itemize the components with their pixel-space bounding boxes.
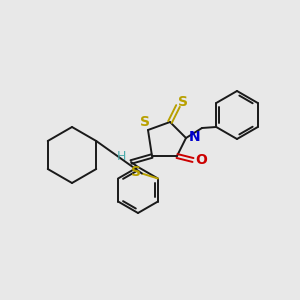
Text: S: S bbox=[178, 95, 188, 109]
Text: N: N bbox=[189, 130, 201, 144]
Text: H: H bbox=[116, 151, 126, 164]
Text: S: S bbox=[131, 166, 141, 179]
Text: S: S bbox=[140, 115, 150, 129]
Text: O: O bbox=[195, 153, 207, 167]
